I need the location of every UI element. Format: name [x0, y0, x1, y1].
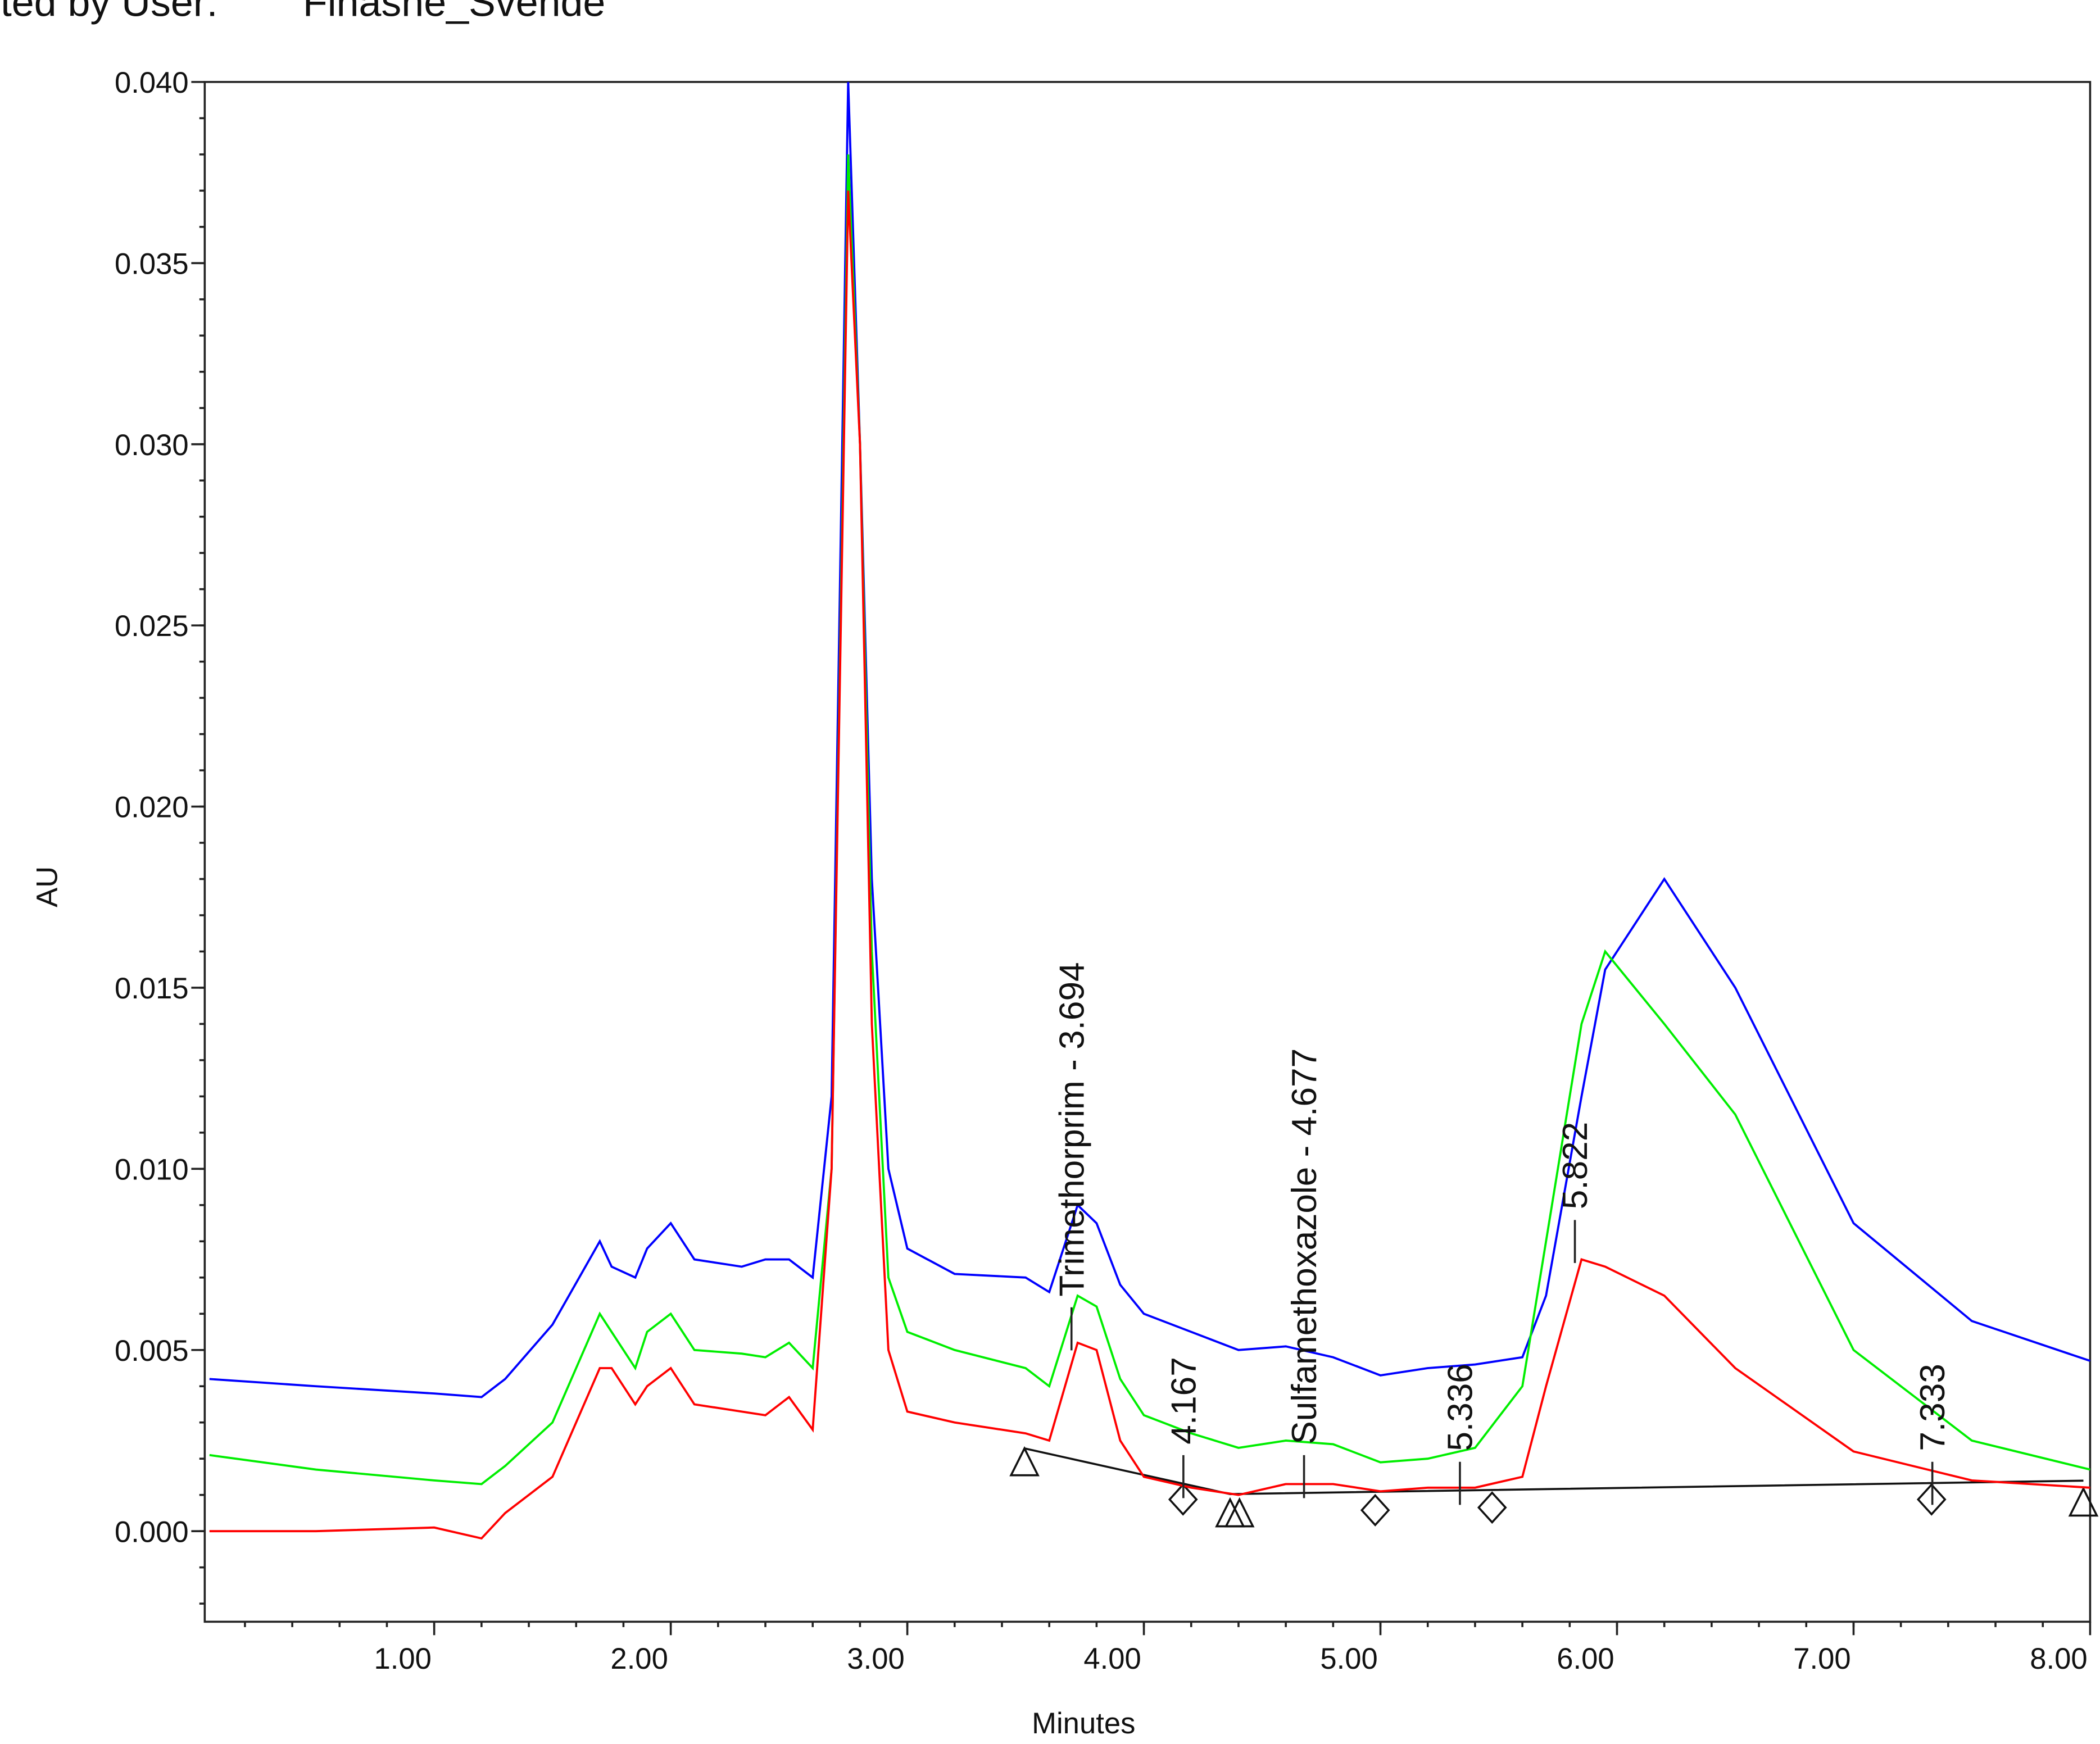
x-tick-label: 5.00 — [1320, 1642, 1377, 1675]
x-axis-label: Minutes — [1032, 1707, 1135, 1740]
x-tick-label: 4.00 — [1083, 1642, 1141, 1675]
x-tick-label: 7.00 — [1793, 1642, 1850, 1675]
chromatogram-trace — [209, 154, 2090, 1486]
y-axis-label: AU — [30, 866, 64, 907]
peak-label: 5.822 — [1556, 1122, 1595, 1210]
y-tick-label: 0.000 — [115, 1515, 189, 1548]
peak-label: 5.336 — [1441, 1364, 1480, 1451]
y-tick-label: 0.025 — [115, 610, 189, 643]
peak-label: Trimethorprim - 3.694 — [1053, 962, 1091, 1296]
y-tick-label: 0.035 — [115, 247, 189, 280]
integration-baseline — [1009, 1446, 2099, 1528]
y-tick-label: 0.015 — [115, 972, 189, 1005]
plot-frame — [203, 81, 2092, 1623]
x-tick-label: 6.00 — [1557, 1642, 1614, 1675]
x-tick-label: 1.00 — [374, 1642, 431, 1675]
peak-label: Sulfamethoxazole - 4.677 — [1285, 1048, 1324, 1445]
y-tick-label: 0.010 — [115, 1153, 189, 1186]
chromatogram-trace — [209, 81, 2091, 1398]
y-tick-label: 0.005 — [115, 1334, 189, 1368]
y-tick-label: 0.030 — [115, 429, 189, 462]
chromatogram-trace — [209, 190, 2090, 1540]
y-tick-label: 0.020 — [115, 791, 189, 824]
peak-label: 4.167 — [1164, 1357, 1203, 1445]
y-tick-label: 0.040 — [115, 66, 189, 99]
header-right: Finasne_Svende — [303, 0, 605, 25]
header-left: ted by User: — [1, 0, 218, 25]
x-tick-label: 8.00 — [2030, 1642, 2087, 1675]
x-tick-label: 3.00 — [847, 1642, 904, 1675]
peak-label: 7.333 — [1913, 1364, 1952, 1451]
x-tick-label: 2.00 — [610, 1642, 668, 1675]
